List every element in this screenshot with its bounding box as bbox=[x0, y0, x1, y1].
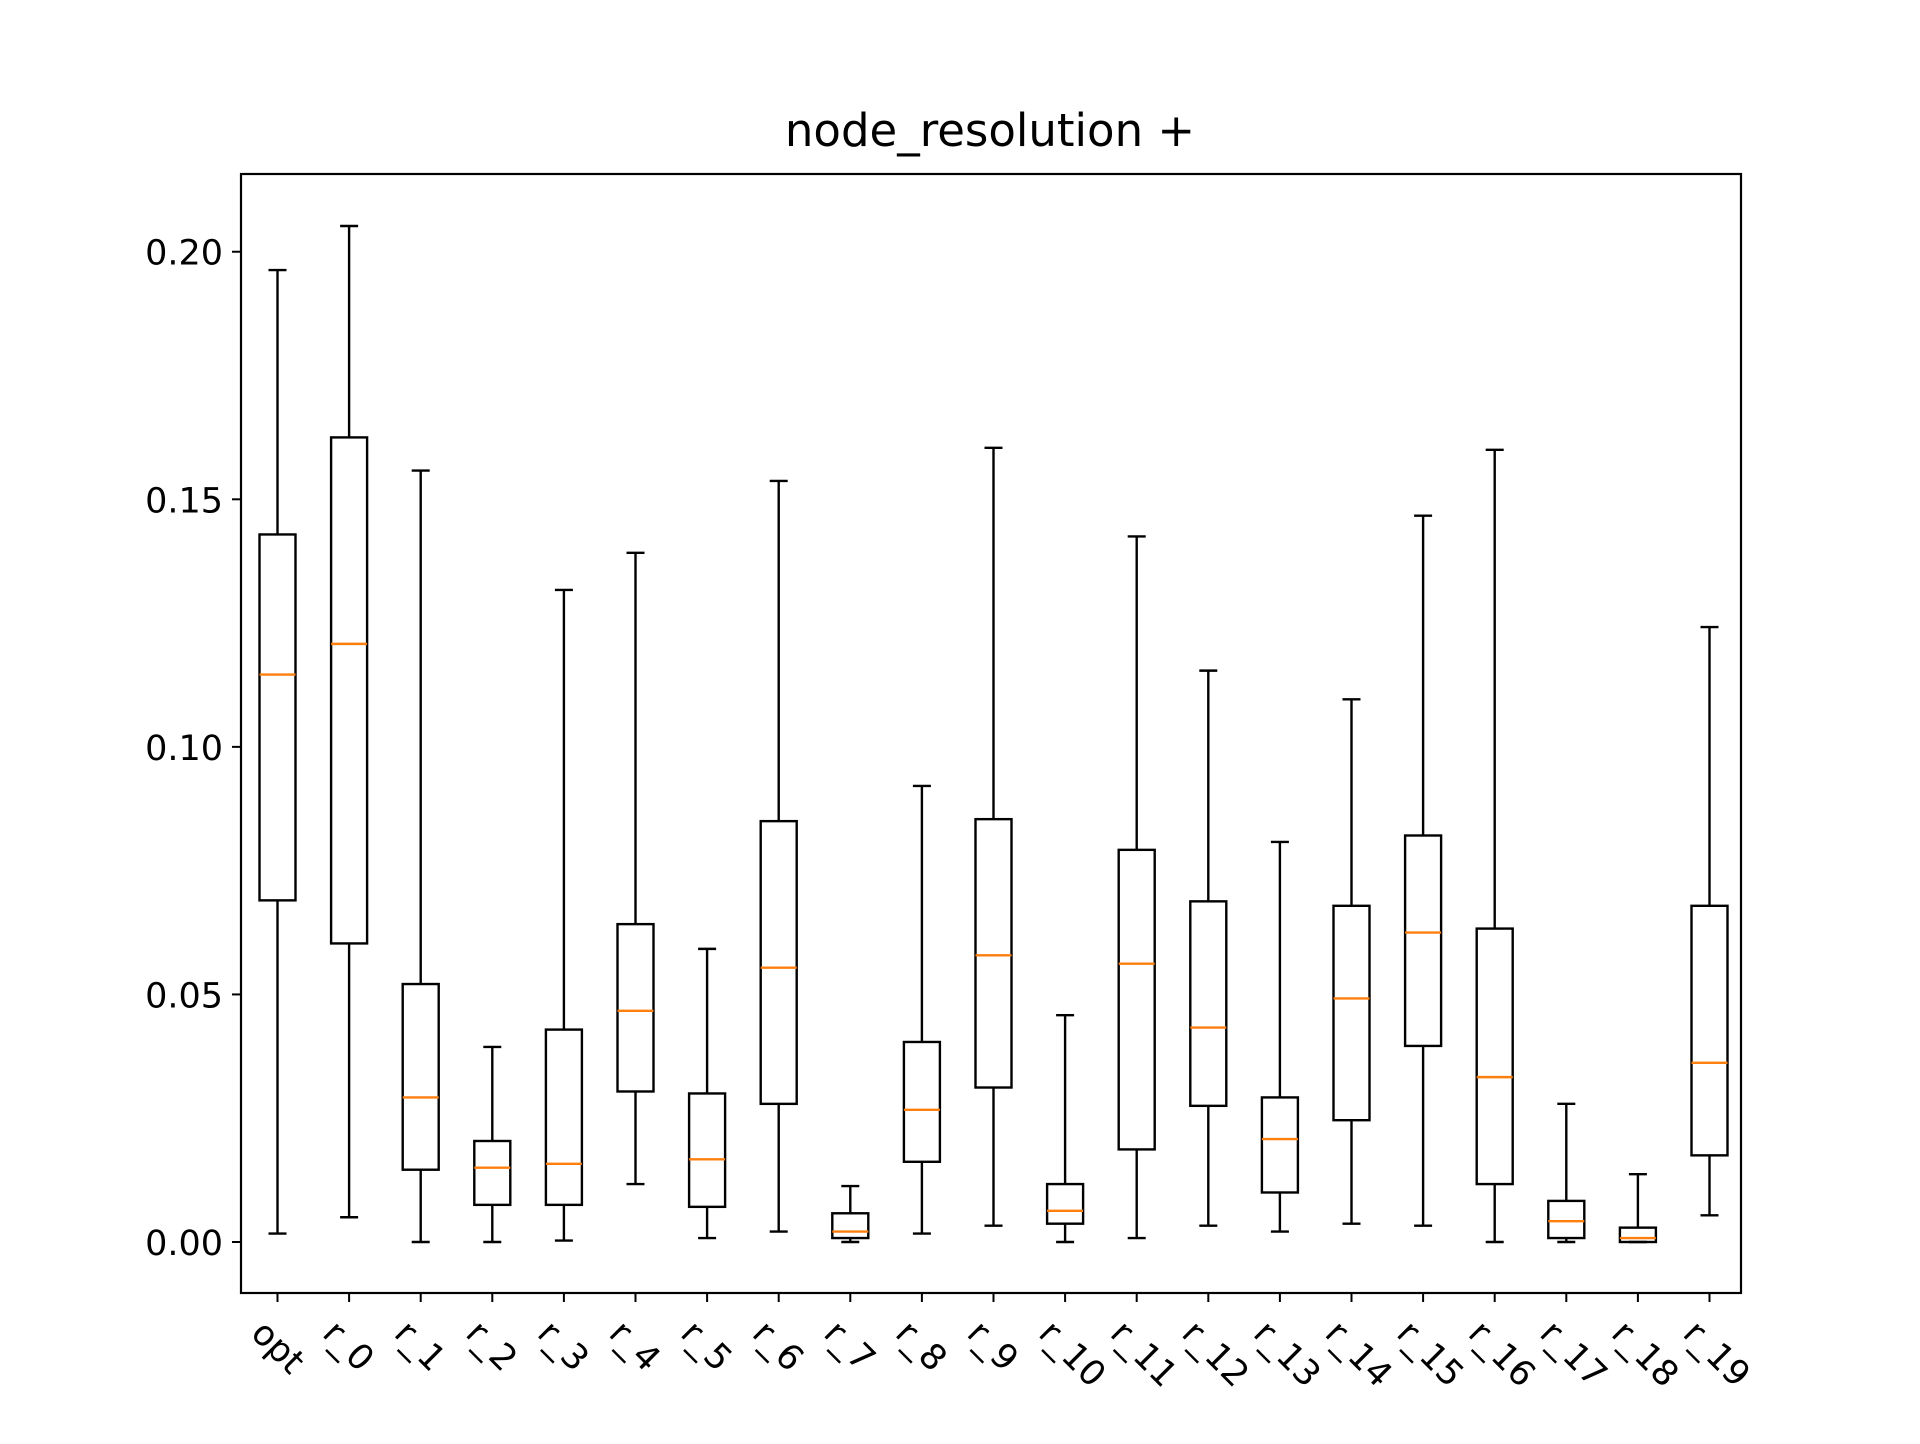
box-r_10 bbox=[1045, 1014, 1085, 1244]
iqr-box bbox=[759, 819, 798, 1106]
iqr-box bbox=[1690, 904, 1729, 1157]
box-r_7 bbox=[831, 1184, 870, 1244]
box-r_13 bbox=[1260, 840, 1300, 1233]
y-axis: 0.00 0.05 0.10 0.15 0.20 bbox=[145, 234, 241, 1264]
y-tick-label: 0.05 bbox=[145, 976, 223, 1016]
iqr-box bbox=[1475, 927, 1514, 1186]
box-r_16 bbox=[1475, 448, 1514, 1244]
iqr-box bbox=[687, 1092, 727, 1209]
iqr-box bbox=[1403, 834, 1443, 1048]
box-series bbox=[258, 224, 1729, 1244]
iqr-box bbox=[616, 922, 655, 1093]
iqr-box bbox=[544, 1028, 584, 1207]
box-r_6 bbox=[759, 479, 798, 1233]
iqr-box bbox=[1547, 1199, 1586, 1240]
box-r_4 bbox=[616, 551, 655, 1186]
iqr-box bbox=[1189, 900, 1228, 1108]
box-r_14 bbox=[1332, 698, 1371, 1225]
iqr-box bbox=[473, 1139, 512, 1207]
iqr-box bbox=[1260, 1096, 1300, 1194]
box-r_1 bbox=[401, 469, 440, 1244]
box-r_5 bbox=[687, 947, 727, 1240]
box-r_3 bbox=[544, 588, 584, 1242]
iqr-box bbox=[401, 982, 440, 1171]
iqr-box bbox=[831, 1212, 870, 1240]
iqr-box bbox=[1618, 1226, 1658, 1244]
box-r_9 bbox=[974, 446, 1013, 1227]
box-r_18 bbox=[1618, 1172, 1658, 1244]
iqr-box bbox=[974, 817, 1013, 1089]
iqr-box bbox=[1332, 904, 1371, 1122]
box-r_12 bbox=[1189, 669, 1228, 1227]
y-tick-label: 0.00 bbox=[145, 1224, 223, 1264]
iqr-box bbox=[1045, 1182, 1085, 1225]
box-r_8 bbox=[902, 784, 942, 1235]
box-r_19 bbox=[1690, 625, 1729, 1217]
iqr-box bbox=[902, 1040, 942, 1163]
iqr-box bbox=[329, 436, 369, 945]
box-opt bbox=[258, 268, 297, 1235]
iqr-box bbox=[258, 533, 297, 902]
y-tick-label: 0.10 bbox=[145, 729, 223, 769]
box-r_0 bbox=[329, 224, 369, 1219]
box-r_11 bbox=[1117, 535, 1156, 1240]
plot-area-frame bbox=[239, 172, 1743, 1295]
chart-title: node_resolution + bbox=[785, 104, 1195, 157]
y-tick-label: 0.15 bbox=[145, 481, 223, 521]
box-r_2 bbox=[473, 1045, 512, 1244]
box-r_15 bbox=[1403, 514, 1443, 1227]
y-tick-label: 0.20 bbox=[145, 234, 223, 274]
iqr-box bbox=[1117, 848, 1156, 1151]
box-r_17 bbox=[1547, 1102, 1586, 1244]
